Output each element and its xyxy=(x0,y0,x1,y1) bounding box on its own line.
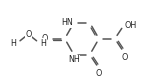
Text: H: H xyxy=(11,39,16,48)
Text: O: O xyxy=(96,69,102,78)
Text: H: H xyxy=(40,39,46,48)
Text: O: O xyxy=(42,34,48,43)
Text: O: O xyxy=(121,53,128,62)
Text: NH: NH xyxy=(68,55,80,64)
Text: HN: HN xyxy=(61,18,73,27)
Text: O: O xyxy=(25,30,32,39)
Text: OH: OH xyxy=(124,21,137,30)
